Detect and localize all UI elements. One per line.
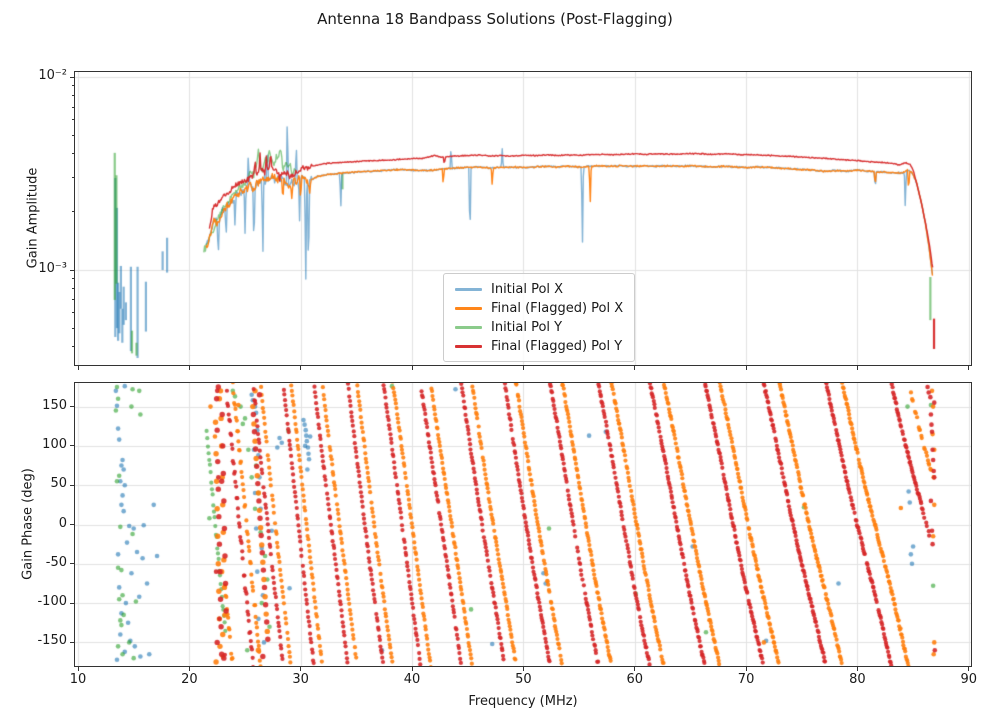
x-tick-label: 70 bbox=[737, 672, 755, 687]
tick-mark bbox=[77, 366, 79, 370]
phase-y-tick-label: -150 bbox=[37, 633, 67, 649]
tick-mark bbox=[70, 602, 75, 604]
tick-mark bbox=[411, 667, 413, 671]
tick-mark bbox=[300, 366, 302, 370]
tick-mark bbox=[77, 667, 79, 671]
tick-mark bbox=[300, 667, 302, 671]
tick-mark bbox=[72, 95, 75, 97]
legend-label: Initial Pol Y bbox=[491, 319, 563, 335]
legend-item-final-pol-x: Final (Flagged) Pol X bbox=[455, 300, 623, 316]
legend-item-final-pol-y: Final (Flagged) Pol Y bbox=[455, 338, 623, 354]
x-tick-label: 30 bbox=[292, 672, 309, 687]
figure-title: Antenna 18 Bandpass Solutions (Post-Flag… bbox=[317, 10, 673, 28]
legend-label: Final (Flagged) Pol X bbox=[491, 300, 624, 316]
phase-y-tick-label: 50 bbox=[50, 476, 67, 492]
tick-mark bbox=[745, 366, 747, 370]
tick-mark bbox=[72, 299, 75, 301]
phase-y-tick-label: -50 bbox=[45, 554, 67, 570]
phase-axes bbox=[74, 382, 972, 667]
legend-item-initial-pol-y: Initial Pol Y bbox=[455, 319, 623, 335]
legend: Initial Pol X Final (Flagged) Pol X Init… bbox=[443, 273, 636, 362]
tick-mark bbox=[72, 177, 75, 179]
x-tick-label: 40 bbox=[403, 672, 421, 687]
tick-mark bbox=[70, 484, 75, 486]
tick-mark bbox=[72, 134, 75, 136]
tick-mark bbox=[72, 106, 75, 108]
tick-mark bbox=[188, 366, 190, 370]
tick-mark bbox=[72, 211, 75, 213]
tick-mark bbox=[856, 667, 858, 671]
phase-y-tick-label: 100 bbox=[42, 436, 67, 452]
x-tick-label: 60 bbox=[626, 672, 643, 687]
tick-mark bbox=[522, 667, 524, 671]
tick-mark bbox=[70, 524, 75, 525]
tick-mark bbox=[968, 366, 970, 370]
tick-mark bbox=[70, 269, 75, 271]
tick-mark bbox=[72, 288, 75, 290]
x-tick-label: 50 bbox=[515, 672, 532, 687]
legend-label: Final (Flagged) Pol Y bbox=[491, 338, 623, 354]
x-tick-label: 90 bbox=[960, 672, 978, 687]
tick-mark bbox=[70, 406, 75, 408]
tick-mark bbox=[745, 667, 747, 671]
tick-mark bbox=[411, 366, 413, 370]
phase-y-tick-label: 150 bbox=[42, 397, 67, 413]
tick-mark bbox=[634, 667, 636, 671]
amplitude-axes: Initial Pol X Final (Flagged) Pol X Init… bbox=[74, 71, 972, 366]
legend-item-initial-pol-x: Initial Pol X bbox=[455, 281, 623, 297]
tick-mark bbox=[72, 119, 75, 121]
x-tick-label: 20 bbox=[181, 672, 198, 687]
tick-mark bbox=[522, 366, 524, 370]
tick-mark bbox=[634, 366, 636, 370]
x-tick-label: 80 bbox=[849, 672, 866, 687]
phase-y-tick-label: 0 bbox=[58, 515, 67, 531]
tick-mark bbox=[70, 76, 75, 78]
tick-mark bbox=[72, 346, 75, 348]
amplitude-y-tick-label: 10⁻² bbox=[38, 68, 67, 84]
tick-mark bbox=[70, 641, 75, 643]
phase-y-tick-label: -100 bbox=[37, 594, 67, 610]
tick-mark bbox=[72, 153, 75, 155]
x-axis-label: Frequency (MHz) bbox=[468, 694, 578, 709]
legend-swatch-final-pol-y bbox=[455, 344, 482, 348]
tick-mark bbox=[856, 366, 858, 370]
tick-mark bbox=[70, 563, 75, 565]
tick-mark bbox=[70, 445, 75, 447]
tick-mark bbox=[188, 667, 190, 671]
legend-swatch-final-pol-x bbox=[455, 306, 482, 310]
legend-label: Initial Pol X bbox=[491, 281, 564, 297]
tick-mark bbox=[72, 327, 75, 329]
tick-mark bbox=[968, 667, 970, 671]
amplitude-y-axis-label: Gain Amplitude bbox=[25, 167, 41, 269]
amplitude-y-tick-label: 10⁻³ bbox=[38, 261, 67, 277]
tick-mark bbox=[72, 278, 75, 280]
tick-mark bbox=[72, 312, 75, 314]
legend-swatch-initial-pol-x bbox=[455, 287, 482, 291]
tick-mark bbox=[72, 85, 75, 87]
phase-plot-canvas bbox=[75, 383, 971, 666]
legend-swatch-initial-pol-y bbox=[455, 325, 482, 329]
x-tick-label: 10 bbox=[69, 672, 87, 687]
